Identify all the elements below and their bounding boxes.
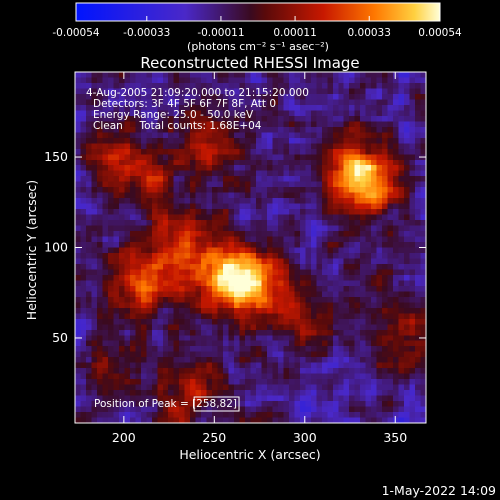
y-tick-label: 100 bbox=[44, 240, 68, 255]
colorbar-ticks: -0.00054 -0.00033 -0.00011 0.00011 0.00033 0.… bbox=[52, 16, 462, 39]
colorbar-tick-label: 0.00011 bbox=[273, 27, 316, 39]
annotation-detectors: Detectors: 3F 4F 5F 6F 7F 8F, Att 0 bbox=[93, 98, 276, 110]
timestamp: 1-May-2022 14:09 bbox=[382, 483, 496, 498]
annotation-block: 4-Aug-2005 21:09:20.000 to 21:15:20.000 … bbox=[86, 87, 309, 132]
x-tick-label: 300 bbox=[293, 430, 317, 445]
peak-value-box bbox=[193, 396, 240, 412]
y-tick-label: 150 bbox=[44, 149, 68, 164]
colorbar-tick-label: 0.00033 bbox=[348, 27, 391, 39]
colorbar-unit-label: (photons cm⁻² s⁻¹ asec⁻²) bbox=[187, 40, 329, 53]
annotation-time-range: 4-Aug-2005 21:09:20.000 to 21:15:20.000 bbox=[86, 87, 309, 99]
y-axis-label: Heliocentric Y (arcsec) bbox=[24, 180, 39, 320]
annotation-energy-range: Energy Range: 25.0 - 50.0 keV bbox=[93, 109, 254, 121]
x-tick-label: 200 bbox=[112, 430, 136, 445]
colorbar-tick-label: 0.00054 bbox=[418, 27, 462, 39]
peak-position-label: Position of Peak = [258,82] bbox=[94, 398, 237, 410]
colorbar-tick-label: -0.00054 bbox=[52, 27, 100, 39]
x-tick-label: 250 bbox=[202, 430, 226, 445]
x-axis-label: Heliocentric X (arcsec) bbox=[179, 447, 320, 462]
y-tick-label: 50 bbox=[52, 330, 68, 345]
x-tick-label: 350 bbox=[383, 430, 407, 445]
chart-title: Reconstructed RHESSI Image bbox=[140, 54, 359, 72]
annotation-clean-counts: Clean Total counts: 1.68E+04 bbox=[93, 120, 262, 132]
heatmap-image bbox=[75, 72, 426, 423]
colorbar bbox=[75, 2, 441, 22]
colorbar-tick-label: -0.00033 bbox=[123, 27, 170, 39]
colorbar-tick-label: -0.00011 bbox=[197, 27, 244, 39]
axis-ticks: 200 250 300 350 50 100 150 bbox=[44, 72, 426, 445]
